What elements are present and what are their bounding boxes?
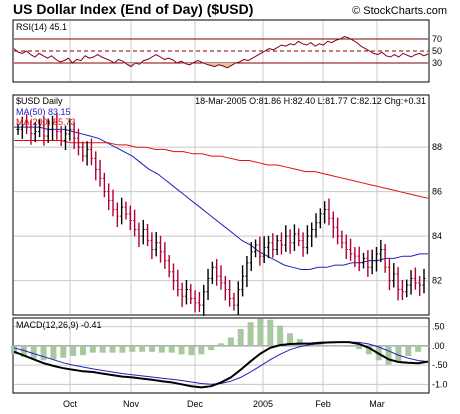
macd-histogram-bar [139,345,146,352]
macd-histogram-bar [405,345,412,357]
macd-histogram-bar [218,343,224,346]
macd-histogram-bar [60,345,67,358]
chart-title: US Dollar Index (End of Day) ($USD) [13,1,253,17]
macd-histogram-bar [425,345,431,347]
macd-histogram-bar [208,345,215,351]
macd-histogram-bar [267,319,274,346]
rsi-oversold-fill [223,63,228,68]
macd-histogram-bar [119,345,126,353]
macd-tick-label: .00 [432,341,445,351]
macd-histogram-bar [149,345,155,352]
macd-line [13,341,429,389]
macd-histogram-bar [336,345,343,347]
price-panel [12,94,430,316]
macd-histogram-bar [89,345,96,353]
macd-histogram-bar [277,325,284,346]
macd-tick-label: -1.0 [432,379,448,389]
macd-histogram-bar [287,333,293,346]
macd-chart [11,318,431,389]
price-tick-label: 84 [432,231,442,241]
x-tick-label: Dec [187,399,204,409]
macd-histogram-bar [316,344,323,346]
macd-histogram-bar [356,345,362,350]
macd-histogram-bar [40,345,47,361]
rsi-line [13,36,429,69]
rsi-tick-label: 70 [432,34,442,44]
macd-histogram-bar [326,345,333,347]
watermark: © StockCharts.com [352,5,447,17]
macd-histogram-bar [365,345,372,355]
macd-histogram-bar [257,318,264,346]
x-tick-label: Oct [63,399,78,409]
macd-histogram-bar [198,345,205,355]
x-tick-label: Nov [123,399,140,409]
macd-histogram-bar [129,345,136,352]
x-tick-label: Mar [369,399,385,409]
rsi-tick-label: 50 [432,46,442,56]
macd-histogram-bar [415,345,422,352]
ma200-legend: MA(200) 85.73 [16,117,76,127]
axis-labels: Oct Nov Dec 2005 Feb Mar 70 50 30 82 84 86 88 .50 .00 -… [63,34,448,409]
price-tick-label: 82 [432,276,442,286]
macd-histogram-bar [70,345,77,357]
macd-histogram-bar [385,345,392,365]
macd-histogram-bar [178,345,185,355]
macd-histogram-bar [237,328,244,346]
macd-histogram-bar [168,345,175,353]
price-tick-label: 88 [432,142,442,152]
x-tick-label: 2005 [253,399,273,409]
price-quote: 18-Mar-2005 O:81.86 H:82.40 L:81.77 C:82… [195,96,426,106]
rsi-label: RSI(14) 45.1 [16,22,67,32]
price-chart [14,113,429,317]
macd-tick-label: .50 [432,322,445,332]
x-tick-label: Feb [315,399,331,409]
macd-histogram-bar [109,345,116,353]
rsi-chart [13,36,429,69]
macd-histogram-bar [247,322,254,346]
macd-histogram-bar [30,345,37,359]
macd-histogram-bar [395,345,402,362]
macd-histogram-bar [188,345,195,356]
rsi-panel [12,19,430,83]
macd-histogram-bar [11,345,17,355]
macd-histogram-bar [99,345,106,353]
macd-panel [12,317,430,394]
macd-tick-label: -.50 [432,360,448,370]
macd-histogram-bar [296,339,303,346]
macd-histogram-bar [50,345,57,360]
macd-histogram-bar [80,345,86,356]
macd-histogram-bar [227,337,234,346]
macd-label: MACD(12,26,9) -0.41 [16,320,102,330]
price-tick-label: 86 [432,187,442,197]
ma50-legend: MA(50) 83.15 [16,107,71,117]
macd-signal-line [13,341,429,385]
macd-histogram-bar [346,345,353,347]
macd-histogram-bar [20,345,27,357]
rsi-oversold-fill [227,63,232,68]
price-label: $USD Daily [16,96,63,106]
macd-histogram-bar [158,345,165,353]
rsi-tick-label: 30 [432,58,442,68]
